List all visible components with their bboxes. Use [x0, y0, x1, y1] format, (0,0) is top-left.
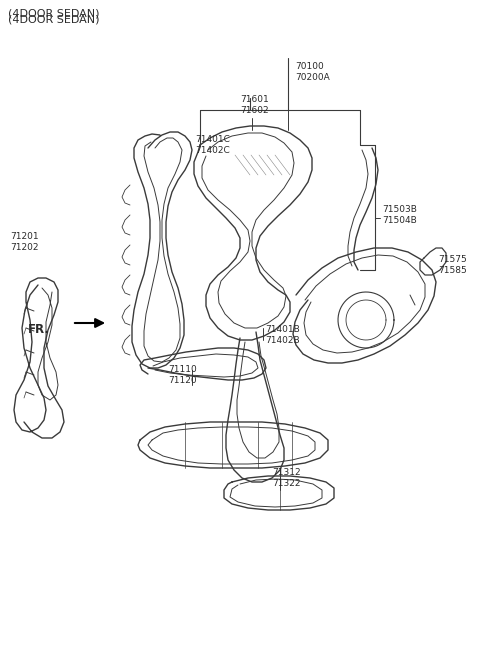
Text: 71201
71202: 71201 71202 [10, 232, 38, 252]
Text: (4DOOR SEDAN): (4DOOR SEDAN) [8, 8, 99, 18]
Text: 71401C
71402C: 71401C 71402C [195, 135, 230, 155]
Text: 70100
70200A: 70100 70200A [295, 62, 330, 82]
Text: 71401B
71402B: 71401B 71402B [265, 325, 300, 345]
Text: 71312
71322: 71312 71322 [272, 468, 300, 488]
Text: 71110
71120: 71110 71120 [168, 365, 197, 385]
Text: FR.: FR. [28, 323, 50, 336]
Text: 71503B
71504B: 71503B 71504B [382, 205, 417, 225]
Text: (4DOOR SEDAN): (4DOOR SEDAN) [8, 14, 99, 24]
Text: 71601
71602: 71601 71602 [240, 95, 269, 115]
Text: 71575
71585: 71575 71585 [438, 255, 467, 275]
